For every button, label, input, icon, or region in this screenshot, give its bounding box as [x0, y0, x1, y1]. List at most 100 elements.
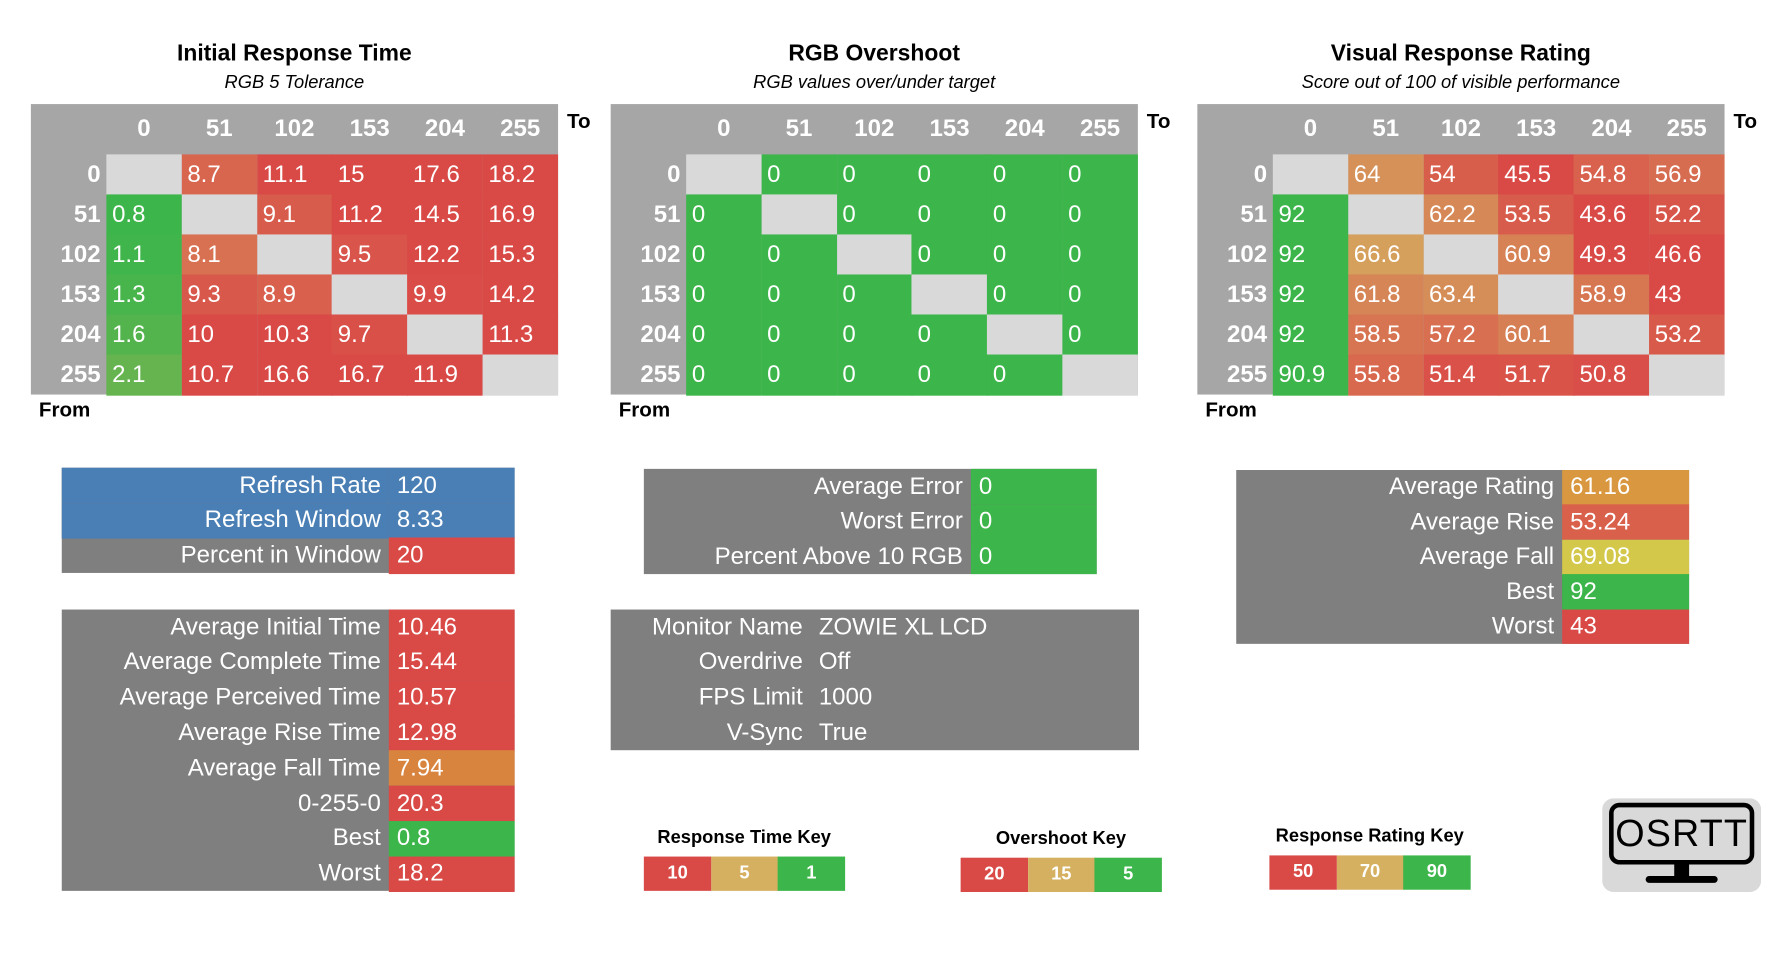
matrix-cell: 52.2: [1649, 194, 1725, 236]
row-header: 153: [60, 280, 101, 308]
stat-label: FPS Limit: [698, 684, 803, 711]
matrix-subtitle: RGB 5 Tolerance: [224, 73, 365, 93]
matrix-cell: 0: [686, 354, 762, 396]
row-header: 102: [1227, 240, 1268, 268]
matrix-cell: 0: [1062, 274, 1139, 316]
matrix-cell: 2.1: [106, 354, 183, 396]
stat-label: Average Fall Time: [187, 754, 381, 781]
matrix-cell: 0: [761, 354, 838, 396]
to-label: To: [566, 109, 591, 133]
column-header: 153: [1516, 115, 1557, 142]
matrix-cell: 14.2: [482, 274, 559, 316]
matrix-cell: 8.9: [256, 274, 333, 316]
column-header: 102: [1440, 115, 1481, 142]
matrix-cell: 9.3: [181, 274, 258, 316]
row-header: 51: [1240, 200, 1268, 228]
row-header: 204: [60, 320, 101, 348]
stat-value: True: [818, 719, 868, 746]
matrix-cell: 57.2: [1423, 314, 1500, 356]
matrix-cell: 0: [686, 234, 762, 276]
matrix-cell: 0: [761, 154, 838, 195]
matrix-cell: 10.3: [256, 314, 333, 356]
matrix-cell: 0: [911, 234, 988, 276]
column-header: 255: [1079, 115, 1121, 142]
matrix-cell: 0: [686, 314, 762, 356]
stat-label: 0-255-0: [298, 789, 381, 817]
row-header: 153: [640, 280, 681, 308]
row-header: 153: [1227, 280, 1268, 308]
key-box: 1: [777, 856, 846, 891]
matrix-cell: 60.9: [1498, 234, 1575, 276]
column-header: 153: [349, 115, 390, 142]
matrix-cell: 60.1: [1498, 314, 1575, 356]
row-header: 255: [60, 360, 101, 388]
key-box: 70: [1336, 855, 1404, 890]
key-box: 50: [1269, 855, 1337, 890]
matrix-cell: 0: [836, 154, 913, 195]
empty-cell: [106, 154, 183, 195]
matrix-cell: 0: [911, 314, 988, 356]
empty-cell: [1649, 354, 1725, 396]
logo-stand: [1674, 862, 1690, 878]
stat-value: 0: [970, 468, 1097, 505]
matrix-cell: 16.9: [482, 194, 559, 236]
column-header: 255: [1666, 115, 1707, 142]
empty-cell: [482, 354, 559, 396]
empty-cell: [407, 314, 484, 356]
row-header: 204: [640, 320, 681, 348]
stat-value: 15.44: [388, 644, 515, 681]
matrix-cell: 62.2: [1423, 194, 1500, 236]
matrix-subtitle: Score out of 100 of visible performance: [1301, 73, 1620, 93]
matrix-cell: 1.1: [106, 234, 183, 276]
from-label: From: [38, 397, 91, 421]
stat-value: 20.3: [388, 785, 515, 822]
column-header: 0: [1303, 115, 1318, 142]
stat-value: 61.16: [1562, 470, 1690, 506]
stat-label: Monitor Name: [651, 613, 803, 641]
stat-value: 1000: [818, 684, 873, 711]
matrix-cell: 64: [1348, 154, 1424, 195]
matrix-cell: 58.5: [1348, 314, 1424, 356]
matrix-cell: 15: [332, 154, 408, 195]
matrix-cell: 8.1: [181, 234, 258, 276]
matrix-cell: 0: [987, 274, 1063, 316]
key-box: 90: [1403, 855, 1471, 890]
column-header: 204: [1004, 115, 1045, 142]
stat-label: Average Fall: [1419, 543, 1555, 570]
matrix-cell: 0: [761, 234, 838, 276]
stat-value: 0: [970, 538, 1097, 575]
stat-label: Best: [332, 825, 381, 852]
stat-label: Average Error: [813, 472, 963, 500]
matrix-cell: 0: [836, 314, 913, 356]
stats-bg: [610, 609, 1140, 751]
matrix-cell: 56.9: [1649, 154, 1725, 195]
key-box: 5: [710, 856, 779, 891]
empty-cell: [911, 274, 988, 316]
column-header: 102: [854, 115, 895, 142]
matrix-cell: 8.7: [181, 154, 258, 195]
matrix-cell: 10.7: [181, 354, 258, 396]
stat-value: 0.8: [388, 820, 515, 857]
stat-label: Average Initial Time: [170, 613, 381, 641]
logo-text: OSRTT: [1615, 812, 1748, 854]
row-header: 204: [1227, 320, 1268, 348]
matrix-cell: 0: [987, 354, 1063, 396]
empty-cell: [1423, 234, 1500, 276]
matrix-cell: 1.6: [106, 314, 183, 356]
stat-value: 10.46: [388, 609, 515, 646]
stat-value: 7.94: [388, 750, 515, 787]
matrix-cell: 92: [1272, 194, 1349, 236]
matrix-cell: 92: [1272, 314, 1349, 356]
matrix-title: Initial Response Time: [176, 41, 412, 67]
row-header: 255: [1227, 360, 1268, 388]
matrix-cell: 9.1: [256, 194, 333, 236]
column-header: 255: [500, 115, 541, 142]
matrix-cell: 9.7: [332, 314, 408, 356]
key-box: 10: [643, 856, 712, 891]
matrix-cell: 0: [1062, 194, 1139, 236]
matrix-cell: 17.6: [407, 154, 484, 195]
stat-label: Average Complete Time: [123, 648, 381, 676]
matrix-cell: 11.2: [332, 194, 408, 236]
from-label: From: [618, 397, 671, 421]
stat-label: Overdrive: [698, 648, 803, 676]
